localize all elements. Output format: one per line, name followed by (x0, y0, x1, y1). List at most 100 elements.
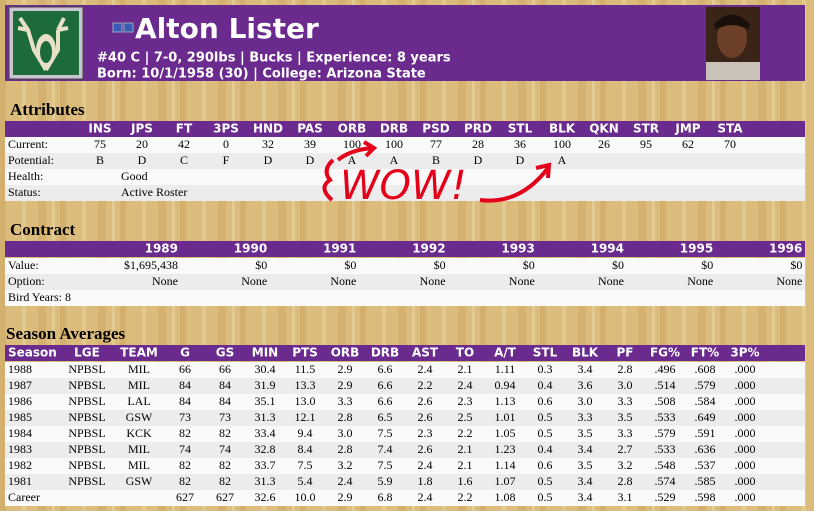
cell: 74 (219, 442, 231, 456)
row-label: Status: (8, 185, 41, 199)
annotation-text: WOW! (340, 163, 467, 209)
cell: 9.4 (298, 426, 313, 440)
cell: A (348, 153, 357, 167)
icon[interactable] (123, 22, 134, 33)
cell: None (330, 274, 356, 288)
cell: 73 (219, 410, 231, 424)
cell: Active Roster (121, 185, 187, 199)
cell: 26 (598, 137, 610, 151)
table-header (5, 241, 805, 257)
cell: $0 (344, 258, 356, 272)
cell: 31.3 (255, 410, 276, 424)
cell: D (264, 153, 273, 167)
cell: .000 (735, 378, 756, 392)
cell: .537 (695, 458, 716, 472)
cell: 2.2 (458, 490, 473, 504)
cell: 66 (179, 362, 191, 376)
cell: 2.9 (338, 490, 353, 504)
cell: 3.4 (578, 474, 593, 488)
cell: 1.08 (495, 490, 516, 504)
column-header: FT (176, 122, 193, 136)
cell: 8.4 (298, 442, 313, 456)
cell: 33.4 (255, 426, 276, 440)
cell: D (306, 153, 315, 167)
cell: 1986 (8, 394, 32, 408)
column-header: A/T (494, 346, 517, 360)
column-header: PF (617, 346, 634, 360)
cell: .579 (655, 426, 676, 440)
cell: 33.7 (255, 458, 276, 472)
cell: 3.2 (338, 458, 353, 472)
cell: None (241, 274, 267, 288)
cell: 42 (178, 137, 190, 151)
annotation: WOW! (322, 140, 552, 209)
column-header: 3PS (213, 122, 239, 136)
cell: 1.07 (495, 474, 516, 488)
cell: 0.4 (538, 378, 553, 392)
cell: 3.0 (618, 378, 633, 392)
cell: 6.6 (378, 362, 393, 376)
cell: .649 (695, 410, 716, 424)
table-row (5, 378, 805, 394)
cell: Good (121, 169, 148, 183)
player-photo (706, 7, 760, 80)
cell: 95 (640, 137, 652, 151)
cell: 2.3 (418, 426, 433, 440)
table-row (5, 169, 805, 185)
cell: NPBSL (68, 442, 105, 456)
cell: 2.5 (458, 410, 473, 424)
cell: 12.1 (295, 410, 316, 424)
cell: .574 (655, 474, 676, 488)
icon[interactable] (112, 22, 123, 33)
cell: 82 (219, 458, 231, 472)
cell: 1.14 (495, 458, 516, 472)
column-header: GS (216, 346, 235, 360)
cell: KCK (126, 426, 152, 440)
cell: 3.3 (618, 394, 633, 408)
cell: .000 (735, 442, 756, 456)
cell: 6.6 (378, 394, 393, 408)
cell: None (420, 274, 446, 288)
column-header: JMP (674, 122, 700, 136)
column-header: G (180, 346, 190, 360)
cell: 2.8 (618, 362, 633, 376)
cell: 1.6 (458, 474, 473, 488)
cell: 1.23 (495, 442, 516, 456)
cell: 0.3 (538, 362, 553, 376)
column-header: DRB (371, 346, 399, 360)
cell: 1.11 (495, 362, 516, 376)
cell: .529 (655, 490, 676, 504)
cell: .579 (695, 378, 716, 392)
table-row (5, 362, 805, 378)
cell: C (180, 153, 188, 167)
cell: GSW (126, 410, 153, 424)
cell: $0 (434, 258, 446, 272)
column-header: TO (456, 346, 474, 360)
cell: 3.5 (578, 458, 593, 472)
column-header: 1992 (412, 242, 445, 256)
cell: 3.4 (578, 362, 593, 376)
column-header: FG% (650, 346, 680, 360)
cell: 30.4 (255, 362, 276, 376)
cell: None (776, 274, 802, 288)
table-row (5, 442, 805, 458)
cell: 32.6 (255, 490, 276, 504)
column-header: BLK (572, 346, 599, 360)
cell: .598 (695, 490, 716, 504)
cell: $0 (701, 258, 713, 272)
cell: 627 (216, 490, 234, 504)
column-header: ORB (338, 122, 367, 136)
cell: 84 (179, 394, 191, 408)
cell: 2.2 (458, 426, 473, 440)
cell: 1988 (8, 362, 32, 376)
column-header: 1994 (591, 242, 624, 256)
player-name: Alton Lister (135, 12, 319, 45)
column-header: 1991 (323, 242, 356, 256)
cell: 28 (472, 137, 484, 151)
cell: 3.5 (578, 426, 593, 440)
cell: $0 (790, 258, 802, 272)
cell: .548 (655, 458, 676, 472)
cell: NPBSL (68, 362, 105, 376)
column-header: TEAM (120, 346, 158, 360)
